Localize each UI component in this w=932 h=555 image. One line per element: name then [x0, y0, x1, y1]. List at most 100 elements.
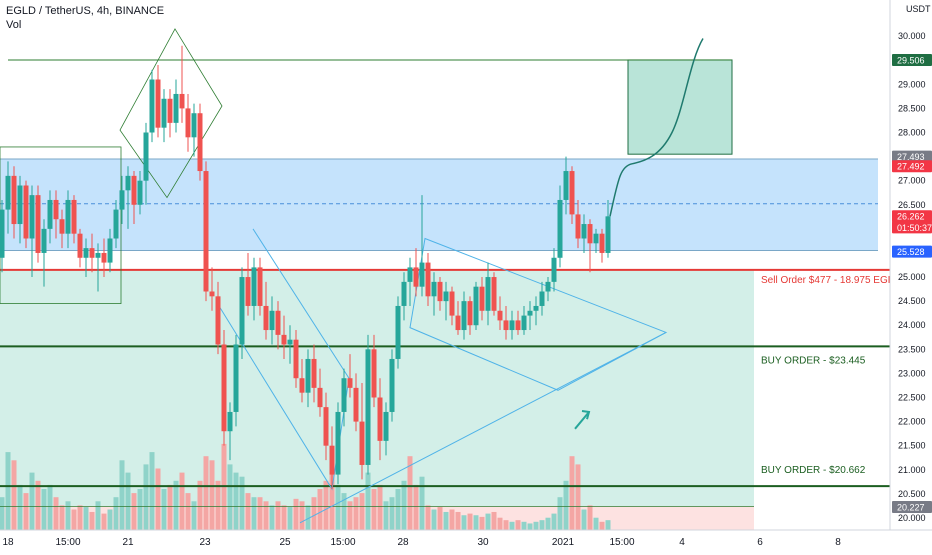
volume-bar: [401, 480, 407, 530]
candle-body: [281, 334, 287, 345]
candle: [497, 296, 503, 331]
candle: [587, 219, 593, 273]
volume-bar: [305, 505, 311, 530]
candle: [299, 358, 305, 403]
candle: [539, 281, 545, 316]
candle-body: [557, 199, 563, 258]
candle-body: [527, 310, 533, 316]
volume-bar: [563, 480, 569, 530]
volume-bar: [131, 493, 137, 530]
candle: [335, 402, 341, 485]
candle: [551, 248, 557, 292]
volume-bar: [587, 505, 593, 530]
volume-bar: [191, 501, 197, 530]
candle: [227, 402, 233, 461]
volume-bar: [293, 498, 299, 530]
stop-loss-zone: [0, 506, 754, 530]
candle: [383, 402, 389, 456]
volume-bar: [167, 484, 173, 530]
volume-bar: [77, 505, 83, 530]
volume-bar: [509, 521, 515, 530]
candle: [251, 257, 257, 321]
candle: [77, 228, 83, 268]
candle: [323, 392, 329, 461]
volume-bar: [473, 515, 479, 530]
time-tick-label: 21: [122, 537, 134, 548]
price-tick-label: 27.000: [898, 176, 926, 186]
candle-body: [413, 267, 419, 287]
candle-body: [365, 349, 371, 465]
volume-bar: [101, 513, 107, 530]
volume-bar: [197, 480, 203, 530]
candle: [407, 257, 413, 306]
chart-header: EGLD / TetherUS, 4h, BINANCE Vol: [6, 4, 164, 32]
candle-body: [551, 257, 557, 282]
candle: [509, 310, 515, 340]
candle: [53, 190, 59, 239]
candle: [533, 296, 539, 326]
candle-body: [497, 310, 503, 321]
candle-body: [233, 344, 239, 412]
time-tick-label: 18: [2, 537, 14, 548]
volume-bar: [575, 464, 581, 530]
candle: [281, 315, 287, 359]
candle: [413, 248, 419, 297]
candle-body: [125, 175, 131, 191]
volume-bar: [173, 480, 179, 530]
candle: [35, 185, 41, 263]
triangle-drawing: [409, 237, 668, 391]
candle-body: [377, 397, 383, 441]
volume-bar: [443, 511, 449, 530]
volume-bar: [0, 497, 5, 530]
resistance-zone: [0, 159, 878, 251]
candle-body: [227, 411, 233, 432]
price-badge: [892, 501, 932, 514]
candle-body: [269, 310, 275, 331]
volume-bar: [29, 472, 35, 530]
volume-bar: [179, 472, 185, 530]
candle-body: [47, 199, 53, 229]
volume-bar: [413, 484, 419, 530]
volume-bar: [449, 509, 455, 530]
candle-body: [299, 378, 305, 393]
candle: [107, 228, 113, 273]
volume-bar: [257, 497, 263, 530]
candle-body: [191, 113, 197, 138]
candle-body: [257, 267, 263, 306]
candle-body: [215, 296, 221, 345]
candle: [419, 195, 425, 297]
price-tick-label: 28.000: [898, 128, 926, 138]
candle: [365, 334, 371, 475]
volume-bar: [161, 489, 167, 530]
candle-body: [479, 286, 485, 311]
candle: [467, 296, 473, 335]
volume-bar: [491, 511, 497, 530]
price-tick-label: 24.000: [898, 320, 926, 330]
volume-bar: [503, 520, 509, 530]
volume-bar: [341, 493, 347, 530]
volume-bar: [11, 460, 17, 530]
price-badge: [892, 53, 932, 66]
candle: [371, 334, 377, 408]
time-tick-label: 15:00: [330, 537, 355, 548]
candle: [395, 296, 401, 369]
volume-bar: [275, 501, 281, 530]
candle-body: [119, 190, 125, 210]
volume-bar: [5, 452, 11, 530]
volume-bar: [107, 509, 113, 530]
candle: [155, 65, 161, 138]
candle: [317, 368, 323, 417]
candle-body: [101, 252, 107, 263]
candle-body: [431, 281, 437, 297]
candle-body: [521, 315, 527, 331]
candle-body: [323, 407, 329, 446]
candle-body: [305, 358, 311, 393]
candle: [233, 334, 239, 427]
candle: [377, 378, 383, 461]
candle: [479, 277, 485, 321]
candle: [305, 349, 311, 408]
candle-body: [83, 248, 89, 258]
volume-bar: [137, 489, 143, 530]
